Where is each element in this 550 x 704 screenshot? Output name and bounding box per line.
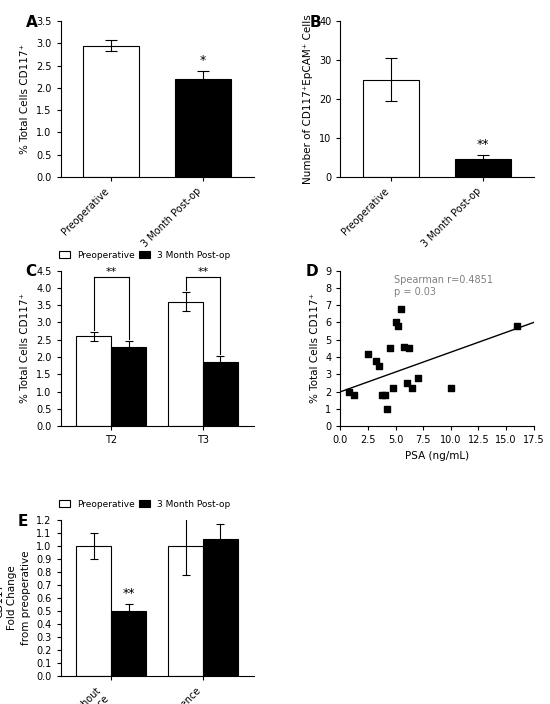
Point [380, 389, 389, 401]
Y-axis label: % Total Cells CD117⁺: % Total Cells CD117⁺ [20, 294, 30, 403]
Text: D: D [306, 264, 318, 279]
Text: C: C [26, 264, 37, 279]
Text: **: ** [106, 267, 117, 277]
X-axis label: PSA (ng/mL): PSA (ng/mL) [405, 451, 469, 461]
Bar [455, 160, 510, 177]
Text: **: ** [477, 138, 489, 151]
Point [393, 320, 402, 332]
Point [513, 320, 521, 332]
Text: **: ** [122, 588, 135, 601]
Bar [111, 348, 146, 427]
Bar [111, 611, 146, 676]
Bar [175, 79, 230, 177]
Point [413, 372, 422, 384]
Point [382, 403, 391, 415]
Point [371, 355, 380, 366]
Text: Spearman r=0.4851
p = 0.03: Spearman r=0.4851 p = 0.03 [394, 275, 493, 297]
Bar [76, 546, 111, 676]
Bar [203, 363, 238, 427]
Point [375, 360, 383, 372]
Point [408, 383, 416, 394]
Text: **: ** [197, 267, 208, 277]
Point [378, 389, 387, 401]
Point [447, 383, 455, 394]
Point [364, 348, 372, 359]
Bar [76, 337, 111, 427]
Bar [168, 546, 203, 676]
Point [402, 377, 411, 389]
Y-axis label: Number of CD117⁺EpCAM⁺ Cells: Number of CD117⁺EpCAM⁺ Cells [304, 14, 313, 184]
Point [389, 383, 398, 394]
Bar [364, 80, 419, 177]
Point [391, 317, 400, 328]
Text: A: A [26, 15, 37, 30]
Legend: Preoperative, 3 Month Post-op: Preoperative, 3 Month Post-op [56, 496, 234, 513]
Bar [203, 539, 238, 676]
Point [349, 389, 358, 401]
Y-axis label: % Total Cells CD117⁺: % Total Cells CD117⁺ [310, 294, 320, 403]
Point [397, 303, 405, 314]
Text: B: B [310, 15, 321, 30]
Point [386, 343, 394, 354]
Y-axis label: CD117⁺
Fold Change
from preoperative: CD117⁺ Fold Change from preoperative [0, 551, 31, 645]
Bar [168, 302, 203, 427]
Bar [84, 46, 139, 177]
Text: *: * [200, 54, 206, 67]
Text: E: E [18, 514, 29, 529]
Point [404, 343, 413, 354]
Point [345, 386, 354, 398]
Y-axis label: % Total Cells CD117⁺: % Total Cells CD117⁺ [20, 44, 30, 154]
Point [400, 341, 409, 353]
Legend: Preoperative, 3 Month Post-op: Preoperative, 3 Month Post-op [56, 247, 234, 263]
